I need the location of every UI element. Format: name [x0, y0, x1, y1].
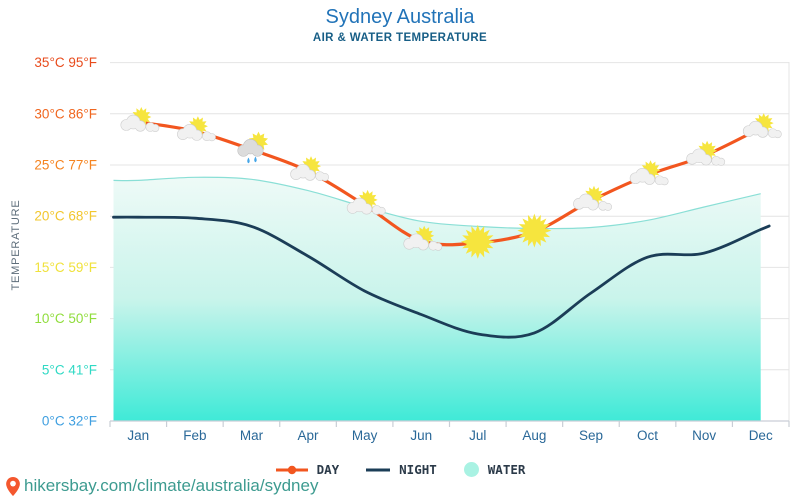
weather-icon-may: [346, 189, 386, 215]
month-label-dec: Dec: [749, 428, 773, 443]
water-legend-marker: [463, 462, 479, 477]
weather-icon-jun: [403, 225, 443, 251]
weather-icon-nov: [686, 140, 726, 166]
day-legend-marker: [275, 465, 308, 474]
y-axis-label-35c: 35°C 95°F: [34, 55, 97, 70]
weather-icon-mar: [237, 131, 268, 164]
legend-item-night: NIGHT: [365, 462, 437, 477]
y-axis-title: TEMPERATURE: [10, 199, 22, 290]
footer: hikersbay.com/climate/australia/sydney: [6, 476, 318, 496]
legend-label: NIGHT: [399, 462, 437, 477]
y-axis-label-0c: 0°C 32°F: [42, 414, 97, 429]
month-label-sep: Sep: [579, 428, 603, 443]
y-axis-label-25c: 25°C 77°F: [34, 158, 97, 173]
site-url-link[interactable]: hikersbay.com/climate/australia/sydney: [24, 476, 319, 495]
month-label-jul: Jul: [469, 428, 486, 443]
weather-icon-feb: [177, 116, 216, 142]
legend-item-water: WATER: [463, 461, 526, 478]
month-label-apr: Apr: [298, 428, 320, 443]
weather-icon-sep: [573, 185, 612, 211]
weather-icon-jul: [460, 224, 495, 259]
legend-item-day: DAY: [275, 462, 340, 477]
weather-icon-aug: [517, 213, 552, 248]
weather-icon-oct: [629, 160, 669, 186]
month-label-oct: Oct: [637, 428, 658, 443]
month-label-jun: Jun: [410, 428, 432, 443]
water-area: [113, 177, 761, 421]
month-label-nov: Nov: [692, 428, 716, 443]
water-top-edge: [113, 176, 761, 230]
legend-label: WATER: [487, 462, 526, 477]
night-line: [112, 215, 771, 339]
y-axis-label-5c: 5°C 41°F: [42, 362, 97, 377]
weather-icon-dec: [742, 113, 782, 139]
y-axis-label-30c: 30°C 86°F: [34, 106, 97, 121]
weather-icon-jan: [120, 107, 160, 132]
location-pin-icon: [6, 476, 20, 496]
month-label-mar: Mar: [240, 428, 264, 443]
page-title: Sydney Australia: [325, 6, 475, 28]
y-axis-label-20c: 20°C 68°F: [34, 209, 97, 224]
month-label-may: May: [352, 428, 378, 443]
month-label-feb: Feb: [183, 428, 206, 443]
month-label-jan: Jan: [127, 428, 149, 443]
y-axis-label-15c: 15°C 59°F: [34, 260, 97, 275]
y-axis-label-10c: 10°C 50°F: [34, 311, 97, 326]
legend-label: DAY: [316, 462, 340, 477]
chart-legend: DAY NIGHT WATER: [0, 461, 800, 478]
night-legend-marker: [366, 468, 391, 471]
weather-icon-apr: [290, 156, 330, 182]
chart-subtitle: AIR & WATER TEMPERATURE: [312, 32, 488, 44]
month-label-aug: Aug: [522, 428, 546, 443]
